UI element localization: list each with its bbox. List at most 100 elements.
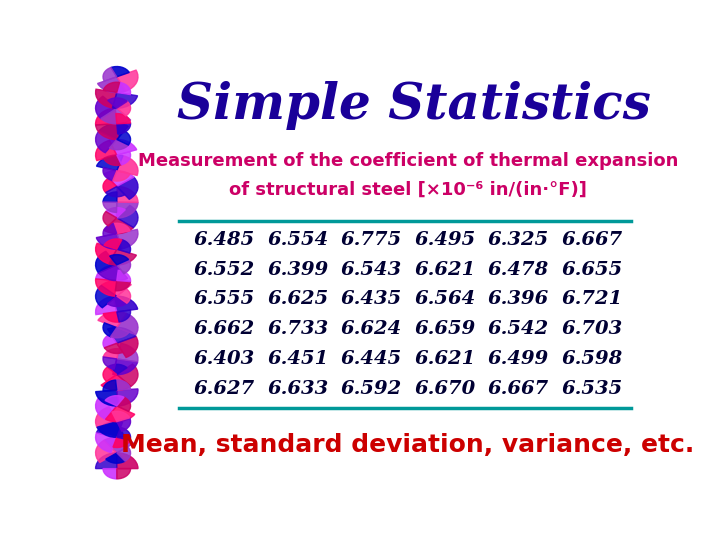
Wedge shape <box>96 233 122 249</box>
Text: 6.621: 6.621 <box>414 350 475 368</box>
Wedge shape <box>96 131 117 153</box>
Wedge shape <box>117 102 130 116</box>
Wedge shape <box>106 186 125 197</box>
Text: 6.542: 6.542 <box>487 320 549 338</box>
Wedge shape <box>104 343 123 354</box>
Wedge shape <box>103 349 120 359</box>
Wedge shape <box>106 453 125 463</box>
Wedge shape <box>106 406 135 422</box>
Wedge shape <box>103 334 117 348</box>
Text: 6.499: 6.499 <box>487 350 549 368</box>
Wedge shape <box>113 359 138 375</box>
Text: 6.625: 6.625 <box>267 291 328 308</box>
Wedge shape <box>106 207 125 218</box>
Wedge shape <box>96 407 117 427</box>
Text: 6.655: 6.655 <box>561 261 622 279</box>
Wedge shape <box>103 68 117 81</box>
Wedge shape <box>117 336 138 357</box>
Wedge shape <box>117 397 130 411</box>
Wedge shape <box>107 327 136 343</box>
Wedge shape <box>117 447 130 461</box>
Wedge shape <box>105 396 124 406</box>
Text: 6.445: 6.445 <box>341 350 402 368</box>
Wedge shape <box>117 427 130 440</box>
Text: 6.435: 6.435 <box>341 291 402 308</box>
Wedge shape <box>103 212 117 226</box>
Text: Mean, standard deviation, variance, etc.: Mean, standard deviation, variance, etc. <box>122 433 695 457</box>
Wedge shape <box>96 244 117 264</box>
Text: Measurement of the coefficient of thermal expansion: Measurement of the coefficient of therma… <box>138 152 678 170</box>
Wedge shape <box>117 389 138 406</box>
Wedge shape <box>103 323 117 337</box>
Wedge shape <box>117 289 130 303</box>
Wedge shape <box>113 223 130 233</box>
Text: 6.721: 6.721 <box>561 291 622 308</box>
Wedge shape <box>96 155 123 171</box>
Text: 6.325: 6.325 <box>487 231 549 249</box>
Text: 6.399: 6.399 <box>267 261 328 279</box>
Text: Simple Statistics: Simple Statistics <box>176 82 651 131</box>
Text: 6.485: 6.485 <box>194 231 255 249</box>
Wedge shape <box>102 280 131 296</box>
Wedge shape <box>111 328 129 338</box>
Wedge shape <box>103 168 117 181</box>
Wedge shape <box>117 202 138 218</box>
Wedge shape <box>104 437 134 453</box>
Text: 6.451: 6.451 <box>267 350 328 368</box>
Wedge shape <box>109 139 128 150</box>
Wedge shape <box>99 265 127 281</box>
Wedge shape <box>96 433 117 453</box>
Wedge shape <box>112 411 130 422</box>
Wedge shape <box>96 265 119 281</box>
Wedge shape <box>113 437 130 448</box>
Text: 6.396: 6.396 <box>487 291 549 308</box>
Text: 6.662: 6.662 <box>194 320 255 338</box>
Text: 6.564: 6.564 <box>414 291 475 308</box>
Wedge shape <box>117 364 138 386</box>
Wedge shape <box>96 390 119 406</box>
Wedge shape <box>103 357 117 369</box>
Wedge shape <box>117 186 138 202</box>
Wedge shape <box>112 92 138 108</box>
Wedge shape <box>107 364 127 375</box>
Wedge shape <box>117 156 138 176</box>
Wedge shape <box>115 281 130 291</box>
Wedge shape <box>117 469 130 479</box>
Wedge shape <box>107 296 127 307</box>
Wedge shape <box>96 279 117 296</box>
Wedge shape <box>96 397 117 420</box>
Wedge shape <box>104 155 122 165</box>
Wedge shape <box>96 286 117 308</box>
Wedge shape <box>103 178 117 193</box>
Wedge shape <box>103 202 117 212</box>
Wedge shape <box>98 312 127 328</box>
Wedge shape <box>113 296 138 312</box>
Wedge shape <box>113 171 130 181</box>
Wedge shape <box>109 249 137 265</box>
Text: 6.703: 6.703 <box>561 320 622 338</box>
Wedge shape <box>96 140 117 160</box>
Wedge shape <box>117 131 130 145</box>
Wedge shape <box>103 224 117 236</box>
Wedge shape <box>101 375 131 390</box>
Text: 6.403: 6.403 <box>194 350 255 368</box>
Wedge shape <box>117 418 130 431</box>
Text: 6.552: 6.552 <box>194 261 255 279</box>
Text: 6.621: 6.621 <box>414 261 475 279</box>
Wedge shape <box>96 421 122 437</box>
Text: 6.667: 6.667 <box>487 380 549 398</box>
Wedge shape <box>96 89 117 108</box>
Wedge shape <box>96 296 117 315</box>
Wedge shape <box>117 123 130 134</box>
Wedge shape <box>117 314 138 335</box>
Wedge shape <box>96 453 117 469</box>
Wedge shape <box>103 312 120 322</box>
Wedge shape <box>103 82 120 92</box>
Wedge shape <box>97 422 125 437</box>
Text: 6.733: 6.733 <box>267 320 328 338</box>
Wedge shape <box>117 83 130 94</box>
Wedge shape <box>103 192 117 202</box>
Wedge shape <box>98 77 126 92</box>
Text: 6.775: 6.775 <box>341 231 402 249</box>
Text: 6.624: 6.624 <box>341 320 402 338</box>
